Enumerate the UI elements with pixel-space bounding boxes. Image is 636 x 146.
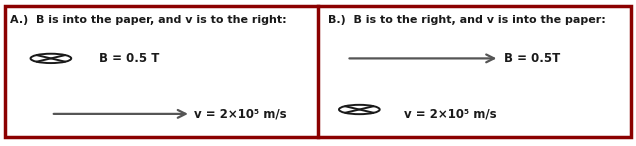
FancyBboxPatch shape <box>5 6 631 137</box>
Text: v = 2×10⁵ m/s: v = 2×10⁵ m/s <box>194 107 287 120</box>
Text: A.)  B is into the paper, and v is to the right:: A.) B is into the paper, and v is to the… <box>10 15 286 25</box>
Text: B.)  B is to the right, and v is into the paper:: B.) B is to the right, and v is into the… <box>328 15 605 25</box>
Text: v = 2×10⁵ m/s: v = 2×10⁵ m/s <box>404 107 497 120</box>
Text: B = 0.5T: B = 0.5T <box>504 52 560 65</box>
Text: B = 0.5 T: B = 0.5 T <box>99 52 159 65</box>
